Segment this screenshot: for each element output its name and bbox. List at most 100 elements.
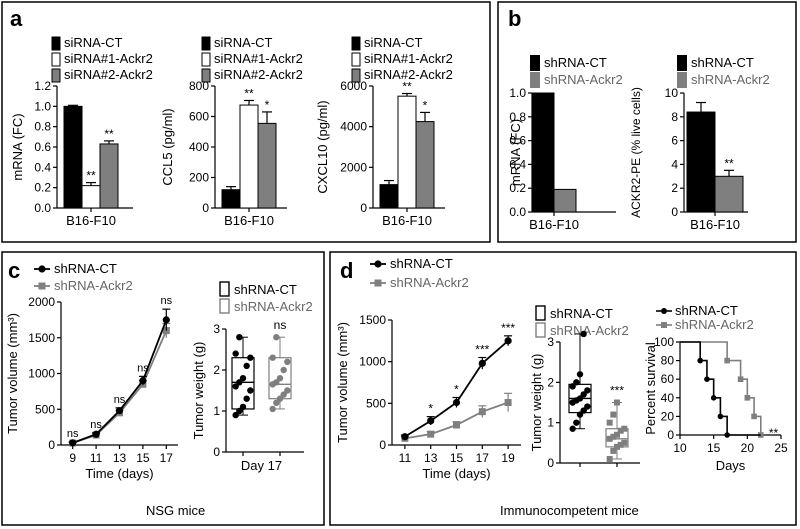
d1-data-point bbox=[401, 433, 409, 441]
c1-data-point bbox=[162, 316, 170, 324]
c1-series-line bbox=[72, 319, 168, 444]
d1-x-tick-label: 19 bbox=[501, 451, 515, 465]
d2-y-axis-label: Tumor weight (g) bbox=[529, 354, 544, 452]
c2-data-point bbox=[232, 383, 239, 390]
a2-y-tick-label: 600 bbox=[189, 110, 209, 124]
c1-significance: ns bbox=[114, 394, 126, 406]
panel-a-frame bbox=[1, 1, 491, 243]
a1-y-tick-label: 1.0 bbox=[34, 99, 51, 113]
a3-bar bbox=[415, 121, 435, 209]
d1-x-tick-label: 17 bbox=[476, 451, 490, 465]
d2-data-point bbox=[610, 447, 617, 454]
d2-data-point bbox=[614, 399, 620, 406]
b1-x-axis-label: B16-F10 bbox=[529, 217, 579, 232]
panel-a-legend-label: siRNA#2-Ackr2 bbox=[214, 67, 303, 82]
d3-y-tick-label: 20 bbox=[661, 409, 675, 423]
d1-y-tick-label: 500 bbox=[366, 396, 386, 410]
d1-y-tick-label: 1000 bbox=[359, 355, 386, 369]
d1-significance: *** bbox=[475, 343, 489, 357]
c2-data-point bbox=[273, 399, 280, 406]
panel-d-legend-label: shRNA-CT bbox=[550, 306, 613, 321]
a2-x-axis-label: B16-F10 bbox=[224, 213, 274, 228]
c2-x-axis-label: Day 17 bbox=[241, 458, 282, 473]
d2-data-point bbox=[614, 431, 620, 438]
d1-y-axis-label: Tumor volume (mm³) bbox=[335, 322, 350, 443]
panel-a-legend-swatch bbox=[201, 52, 211, 67]
d2-significance: *** bbox=[610, 384, 624, 398]
c2-data-point bbox=[280, 391, 287, 398]
c2-data-point bbox=[232, 411, 239, 419]
panel-c-legend-marker bbox=[38, 265, 46, 273]
panel-d-legend-marker bbox=[374, 260, 382, 268]
d3-x-tick-label: 20 bbox=[741, 441, 755, 455]
b2-bar bbox=[714, 175, 744, 213]
a1-y-axis-label: mRNA (FC) bbox=[10, 113, 25, 180]
b1-y-tick-label: 0.6 bbox=[509, 134, 526, 148]
d3-survival-line bbox=[680, 341, 762, 435]
d1-data-point bbox=[427, 430, 435, 438]
panel-b-letter: b bbox=[508, 6, 521, 31]
d1-y-tick-label: 1500 bbox=[359, 313, 386, 327]
b1-y-tick-label: 1.0 bbox=[509, 86, 526, 100]
panel-b-legend-label: shRNA-Ackr2 bbox=[544, 72, 623, 87]
c1-data-point bbox=[69, 439, 77, 447]
b2-y-tick-label: 4 bbox=[671, 157, 678, 171]
a2-y-tick-label: 400 bbox=[189, 140, 209, 154]
d3-data-point bbox=[697, 357, 703, 364]
d2-data-point bbox=[621, 425, 628, 432]
a2-significance: ** bbox=[244, 86, 254, 100]
d3-y-tick-label: 80 bbox=[661, 354, 675, 368]
d3-data-point bbox=[724, 432, 730, 438]
d2-data-point bbox=[569, 425, 576, 432]
a3-significance: ** bbox=[402, 80, 412, 94]
d1-significance: * bbox=[428, 402, 433, 416]
c2-data-point bbox=[239, 403, 247, 411]
panel-a-legend-swatch bbox=[351, 68, 361, 83]
panel-d-legend-marker bbox=[374, 279, 382, 287]
c1-data-point bbox=[115, 407, 124, 415]
panel-b-legend-swatch bbox=[530, 55, 540, 71]
d2-data-point bbox=[617, 427, 624, 434]
a1-significance: ** bbox=[104, 127, 114, 141]
d2-y-tick-label: 2 bbox=[547, 375, 554, 389]
d3-data-point bbox=[751, 413, 757, 420]
panel-a-legend-swatch bbox=[201, 36, 211, 51]
panel-d-legend-label: shRNA-Ackr2 bbox=[550, 323, 629, 338]
a3-bar bbox=[379, 184, 399, 209]
d1-y-tick-label: 0 bbox=[379, 438, 386, 452]
b2-y-axis-label: ACKR2-PE (% live cells) bbox=[629, 87, 643, 218]
c2-y-axis-label: Tumor weight (g) bbox=[191, 342, 206, 440]
c2-data-point bbox=[276, 395, 284, 402]
a2-y-tick-label: 200 bbox=[189, 171, 209, 185]
a2-bar bbox=[239, 104, 259, 209]
d3-data-point bbox=[717, 413, 724, 420]
a2-y-axis-label: CCL5 (pg/ml) bbox=[160, 108, 175, 185]
d1-data-point bbox=[427, 417, 435, 425]
a1-y-tick-label: 0.2 bbox=[34, 181, 51, 195]
d2-data-point bbox=[606, 435, 613, 442]
a3-y-axis-label: CXCL10 (pg/ml) bbox=[315, 100, 330, 193]
c2-y-tick-label: 3 bbox=[213, 322, 220, 336]
a3-y-tick-label: 6000 bbox=[340, 79, 367, 93]
c2-y-tick-label: 0 bbox=[213, 445, 220, 459]
panel-b-legend-swatch bbox=[677, 55, 687, 71]
d3-data-point bbox=[710, 395, 717, 401]
d2-y-tick-label: 3 bbox=[547, 335, 554, 349]
c1-significance: ns bbox=[160, 295, 172, 307]
c2-data-point bbox=[284, 387, 291, 394]
panel-a-legend-label: siRNA#1-Ackr2 bbox=[214, 51, 303, 66]
d3-data-point bbox=[744, 395, 751, 401]
panel-a-letter: a bbox=[10, 6, 23, 31]
a1-y-tick-label: 0.8 bbox=[34, 120, 51, 134]
d1-data-point bbox=[452, 398, 461, 407]
d3-significance: ** bbox=[769, 426, 779, 440]
panel-c-legend-label: shRNA-CT bbox=[54, 261, 117, 276]
panel-a-legend-swatch bbox=[51, 36, 61, 51]
a3-significance: * bbox=[423, 98, 428, 112]
c2-data-point bbox=[284, 358, 291, 365]
panel-d-survival-legend-marker bbox=[661, 322, 667, 328]
d2-y-tick-label: 0 bbox=[547, 456, 554, 470]
panel-b-legend-swatch bbox=[677, 72, 687, 88]
c1-significance: ns bbox=[67, 428, 79, 440]
